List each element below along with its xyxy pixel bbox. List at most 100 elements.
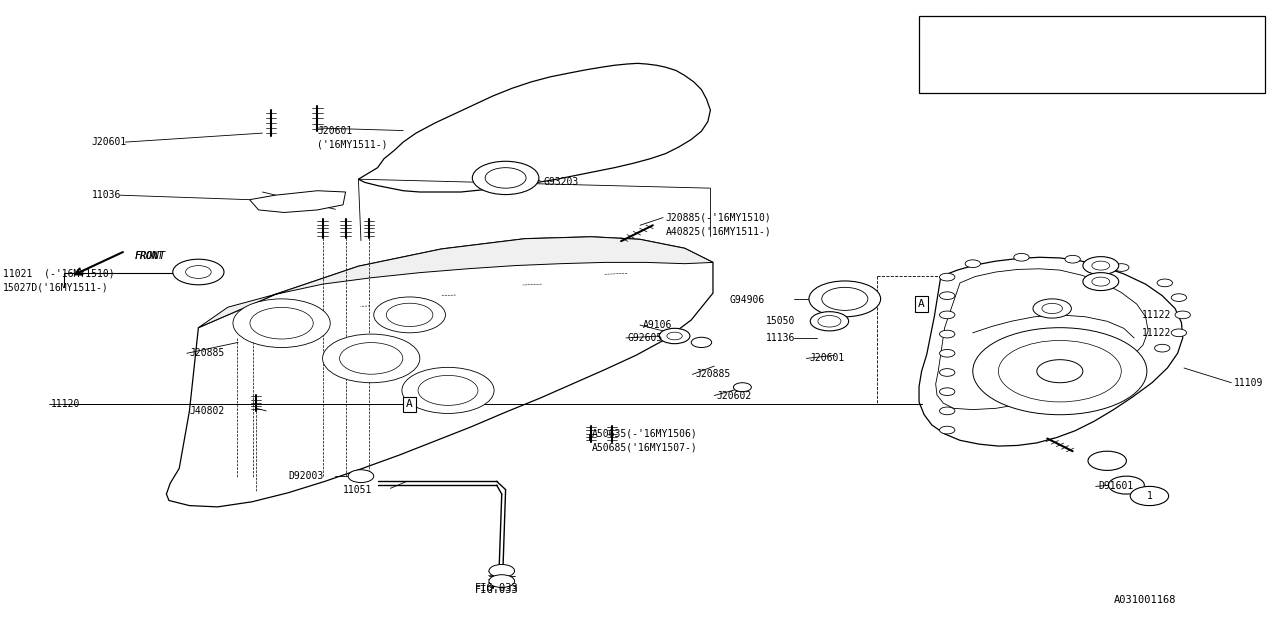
Text: J20601: J20601 [91,137,127,147]
Text: H01616 (-'21MY2104>: H01616 (-'21MY2104> [991,30,1110,40]
Text: ('16MY1511-): ('16MY1511-) [317,139,388,149]
Circle shape [1083,273,1119,291]
Circle shape [940,273,955,281]
Circle shape [250,307,314,339]
Circle shape [419,376,477,405]
Circle shape [1088,451,1126,470]
Text: J20601: J20601 [317,125,353,136]
Text: 1: 1 [946,68,954,79]
Text: 11122: 11122 [1142,310,1171,320]
Text: J20885: J20885 [695,369,731,380]
Text: FRONT: FRONT [134,251,165,261]
Circle shape [1014,253,1029,261]
Text: FRONT: FRONT [134,251,164,261]
Circle shape [940,292,955,300]
Text: D91601: D91601 [1098,481,1134,492]
Circle shape [940,369,955,376]
Circle shape [1037,360,1083,383]
Circle shape [489,575,515,588]
Circle shape [927,24,973,47]
Text: A9106: A9106 [643,320,672,330]
Circle shape [822,287,868,310]
Circle shape [233,299,330,348]
Text: 1: 1 [1147,491,1152,501]
Circle shape [387,303,433,326]
Text: FIG.033: FIG.033 [475,585,518,595]
Circle shape [1042,303,1062,314]
Circle shape [1092,261,1110,270]
Circle shape [485,168,526,188]
Text: A50635(-'16MY1506): A50635(-'16MY1506) [591,429,698,439]
Text: J20885(-'16MY1510): J20885(-'16MY1510) [666,212,772,223]
Circle shape [1157,279,1172,287]
Circle shape [810,312,849,331]
Circle shape [472,161,539,195]
Text: A50685('16MY1507-): A50685('16MY1507-) [591,443,698,453]
Circle shape [1065,255,1080,263]
Circle shape [667,332,682,340]
Text: A031001168: A031001168 [1114,595,1176,605]
Text: J20885: J20885 [189,348,225,358]
Text: A: A [918,299,925,309]
Circle shape [186,266,211,278]
Circle shape [1092,277,1110,286]
Circle shape [940,388,955,396]
Bar [919,16,1265,93]
Circle shape [1108,476,1144,494]
Circle shape [818,316,841,327]
Text: FIG.033: FIG.033 [475,582,518,593]
Text: G94906: G94906 [730,295,765,305]
Circle shape [733,383,751,392]
Polygon shape [250,191,346,212]
Circle shape [809,281,881,317]
Polygon shape [358,63,710,192]
Circle shape [940,349,955,357]
Text: 11120: 11120 [51,399,81,410]
Polygon shape [166,237,713,507]
Text: 11021  (-'16MY1510): 11021 (-'16MY1510) [3,268,114,278]
Circle shape [940,311,955,319]
Text: J20601: J20601 [809,353,845,364]
Circle shape [374,297,445,333]
Circle shape [1155,344,1170,352]
Polygon shape [198,237,713,328]
Circle shape [489,564,515,577]
Polygon shape [936,269,1148,410]
Text: 32195  ('21MY2104- ): 32195 ('21MY2104- ) [991,68,1116,79]
Circle shape [173,259,224,285]
Circle shape [940,426,955,434]
Text: 11051: 11051 [343,484,372,495]
Circle shape [940,330,955,338]
Text: A: A [406,399,413,410]
Circle shape [1033,299,1071,318]
Circle shape [1175,311,1190,319]
Polygon shape [919,257,1183,446]
Text: A40825('16MY1511-): A40825('16MY1511-) [666,227,772,237]
Circle shape [323,334,420,383]
Circle shape [1171,294,1187,301]
Circle shape [1130,486,1169,506]
Text: 15050: 15050 [765,316,795,326]
Circle shape [339,342,403,374]
Circle shape [940,407,955,415]
Text: 15027D('16MY1511-): 15027D('16MY1511-) [3,282,109,292]
Text: 11136: 11136 [765,333,795,343]
Circle shape [1171,329,1187,337]
Text: 11036: 11036 [92,190,122,200]
Text: 1: 1 [946,30,954,40]
Text: D92003: D92003 [288,471,324,481]
Circle shape [1083,257,1119,275]
Circle shape [973,328,1147,415]
Text: G92605: G92605 [627,333,663,343]
Circle shape [348,470,374,483]
Circle shape [402,367,494,413]
Text: 11122: 11122 [1142,328,1171,338]
Circle shape [965,260,980,268]
Text: J40802: J40802 [189,406,225,416]
Text: 11109: 11109 [1234,378,1263,388]
Text: G93203: G93203 [544,177,580,188]
Circle shape [927,62,973,85]
Circle shape [691,337,712,348]
Circle shape [659,328,690,344]
Circle shape [1114,264,1129,271]
